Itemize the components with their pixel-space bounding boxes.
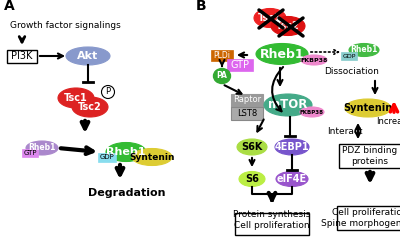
Text: Interact: Interact (327, 127, 363, 136)
Ellipse shape (275, 139, 309, 155)
Text: Rheb1: Rheb1 (28, 144, 56, 152)
Text: Degradation: Degradation (88, 188, 166, 198)
FancyBboxPatch shape (231, 93, 263, 106)
Ellipse shape (72, 97, 108, 117)
Ellipse shape (264, 94, 312, 116)
Text: FKBP38: FKBP38 (300, 58, 328, 62)
Text: 4EBP1: 4EBP1 (275, 142, 309, 152)
Text: S6K: S6K (241, 142, 263, 152)
Text: A: A (4, 0, 15, 13)
Ellipse shape (26, 141, 58, 155)
Text: FKBP38: FKBP38 (300, 109, 324, 114)
Text: Tsc1: Tsc1 (258, 13, 282, 23)
Ellipse shape (300, 107, 324, 117)
Ellipse shape (271, 16, 305, 36)
Text: PLDi: PLDi (214, 51, 230, 60)
Text: GDP: GDP (100, 154, 114, 160)
Text: Syntenin: Syntenin (129, 152, 175, 161)
Ellipse shape (301, 55, 327, 65)
Text: Increase: Increase (376, 118, 400, 127)
Text: GDP: GDP (342, 53, 356, 59)
Text: Akt: Akt (77, 51, 99, 61)
Text: Rheb1: Rheb1 (260, 47, 304, 60)
Text: Growth factor signalings: Growth factor signalings (10, 21, 121, 30)
Ellipse shape (239, 172, 265, 187)
Ellipse shape (254, 8, 286, 28)
FancyBboxPatch shape (7, 50, 37, 62)
Ellipse shape (58, 88, 94, 108)
FancyBboxPatch shape (231, 106, 263, 120)
Text: S6: S6 (245, 174, 259, 184)
Text: P: P (106, 88, 110, 97)
Ellipse shape (256, 44, 308, 65)
Text: PDZ binding
proteins: PDZ binding proteins (342, 146, 398, 166)
Text: mTOR: mTOR (268, 98, 308, 112)
Ellipse shape (276, 172, 308, 187)
FancyBboxPatch shape (341, 52, 357, 60)
Ellipse shape (345, 99, 391, 117)
FancyBboxPatch shape (339, 144, 400, 168)
Text: Protein synthesis
Cell proliferation: Protein synthesis Cell proliferation (233, 210, 311, 230)
FancyBboxPatch shape (337, 206, 400, 230)
Ellipse shape (214, 68, 230, 83)
FancyBboxPatch shape (98, 152, 116, 161)
Text: Dissociation: Dissociation (324, 68, 380, 76)
FancyBboxPatch shape (211, 50, 233, 60)
FancyBboxPatch shape (235, 213, 309, 235)
Ellipse shape (237, 139, 267, 155)
Ellipse shape (66, 47, 110, 65)
Text: Syntenin: Syntenin (343, 103, 393, 113)
Text: GTP: GTP (230, 60, 250, 70)
Ellipse shape (102, 85, 114, 98)
Text: Tsc2: Tsc2 (276, 21, 300, 31)
Text: eIF4E: eIF4E (277, 174, 307, 184)
Text: Tsc2: Tsc2 (78, 102, 102, 112)
Ellipse shape (349, 44, 379, 56)
Ellipse shape (106, 143, 146, 161)
Ellipse shape (132, 149, 172, 166)
Text: Raptor: Raptor (233, 96, 261, 105)
Text: PA: PA (216, 71, 228, 81)
Text: Rheb1: Rheb1 (350, 45, 378, 54)
FancyBboxPatch shape (227, 59, 253, 71)
Text: B: B (196, 0, 207, 13)
Text: Tsc1: Tsc1 (64, 93, 88, 103)
Text: PI3K: PI3K (11, 51, 33, 61)
Text: LST8: LST8 (237, 108, 257, 118)
Text: Rheb1: Rheb1 (106, 147, 146, 157)
FancyBboxPatch shape (22, 149, 38, 157)
Text: GTP: GTP (23, 150, 37, 156)
Text: Cell proliferation
Spine morphogenesis: Cell proliferation Spine morphogenesis (321, 208, 400, 228)
